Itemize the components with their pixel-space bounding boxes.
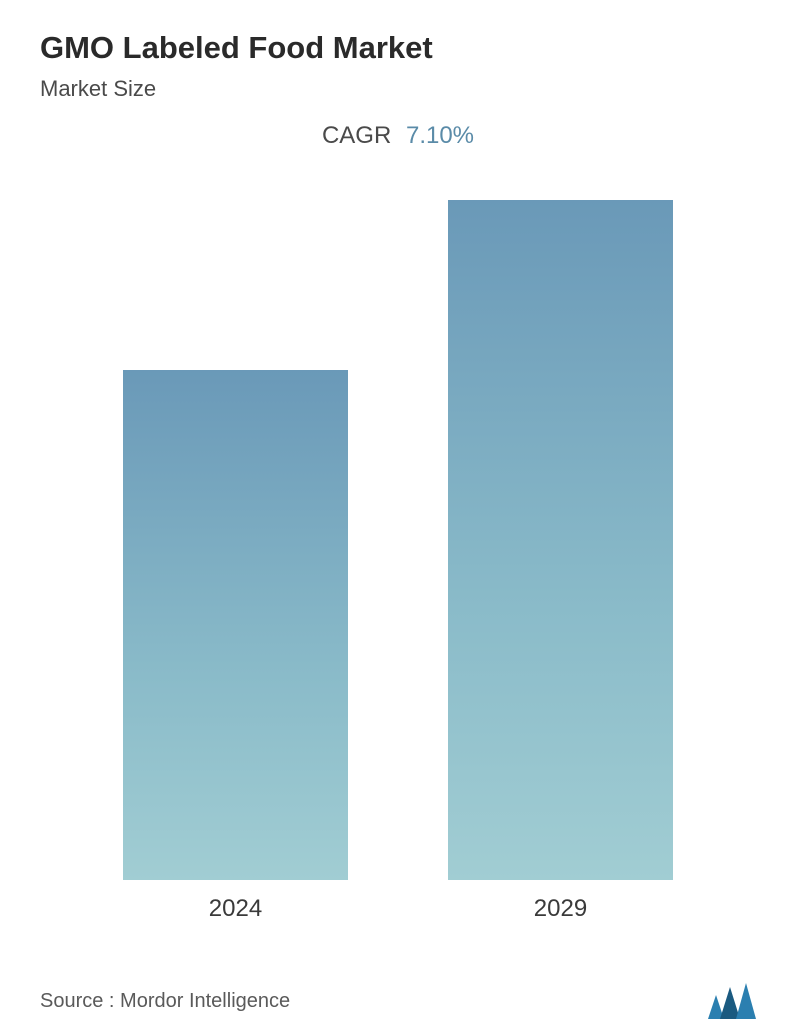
bar-group-0: 2024 [123,370,348,923]
cagr-label: CAGR [322,122,391,149]
mordor-logo-icon [708,983,756,1019]
chart-title: GMO Labeled Food Market [40,30,756,66]
cagr-row: CAGR 7.10% [40,122,756,150]
chart-subtitle: Market Size [40,76,756,102]
chart-bar [448,200,673,880]
bar-group-1: 2029 [448,200,673,923]
chart-footer: Source : Mordor Intelligence [40,973,756,1019]
chart-plot-area: 2024 2029 [40,200,756,943]
source-text: Source : Mordor Intelligence [40,990,290,1013]
bar-label: 2029 [534,895,587,923]
chart-container: GMO Labeled Food Market Market Size CAGR… [0,0,796,1034]
cagr-value: 7.10% [406,122,474,149]
chart-bar [123,370,348,880]
bar-label: 2024 [209,895,262,923]
